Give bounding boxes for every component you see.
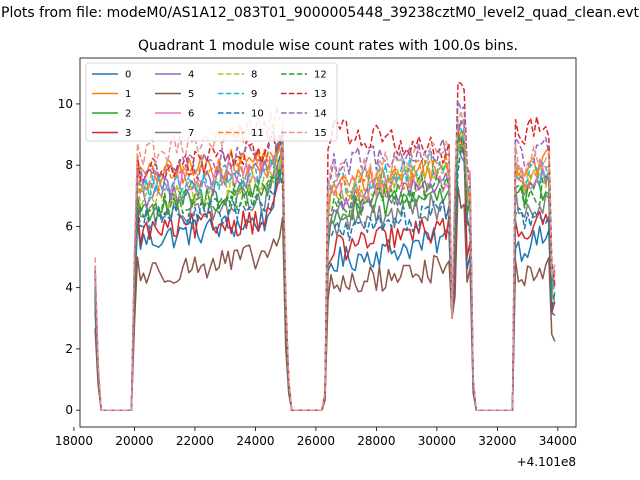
x-tick-label-20000: 20000 <box>115 434 153 448</box>
plot-area: 18000 20000 22000 24000 26000 28000 30000 32000… <box>55 57 577 469</box>
legend-label-4: 4 <box>188 70 194 81</box>
legend-label-15: 15 <box>314 128 327 139</box>
x-tick-label-30000: 30000 <box>418 434 456 448</box>
x-tick-label-32000: 32000 <box>478 434 516 448</box>
chart-title: Quadrant 1 module wise count rates with … <box>138 38 518 54</box>
legend-box <box>85 62 338 142</box>
y-tick-label-4: 4 <box>65 281 73 295</box>
legend-label-11: 11 <box>251 128 264 139</box>
legend-label-14: 14 <box>314 109 327 120</box>
x-tick-label-34000: 34000 <box>539 434 577 448</box>
x-tick-label-18000: 18000 <box>55 434 93 448</box>
legend-label-6: 6 <box>188 109 194 120</box>
x-tick-label-24000: 24000 <box>236 434 274 448</box>
x-tick-label-28000: 28000 <box>357 434 395 448</box>
y-tick-label-6: 6 <box>65 219 73 233</box>
legend-label-5: 5 <box>188 89 194 100</box>
y-tick-label-8: 8 <box>65 158 73 172</box>
x-offset-label: +4.101e8 <box>517 455 576 469</box>
legend-label-12: 12 <box>314 70 327 81</box>
y-axis: 0 2 4 6 8 10 <box>58 97 80 417</box>
x-axis: 18000 20000 22000 24000 26000 28000 30000 32000… <box>55 427 577 448</box>
legend-label-2: 2 <box>125 109 131 120</box>
legend-label-9: 9 <box>251 89 257 100</box>
y-tick-label-0: 0 <box>65 403 73 417</box>
legend-label-10: 10 <box>251 109 264 120</box>
y-tick-label-10: 10 <box>58 97 73 111</box>
legend-label-1: 1 <box>125 89 131 100</box>
x-tick-label-26000: 26000 <box>297 434 335 448</box>
legend-label-0: 0 <box>125 70 131 81</box>
plot-frame <box>79 57 577 428</box>
legend-label-8: 8 <box>251 70 257 81</box>
legend-label-13: 13 <box>314 89 327 100</box>
y-tick-label-2: 2 <box>65 342 73 356</box>
x-tick-label-22000: 22000 <box>176 434 214 448</box>
figure-suptitle: Plots from file: modeM0/AS1A12_083T01_90… <box>1 5 639 21</box>
legend-label-7: 7 <box>188 128 194 139</box>
legend-label-3: 3 <box>125 128 131 139</box>
